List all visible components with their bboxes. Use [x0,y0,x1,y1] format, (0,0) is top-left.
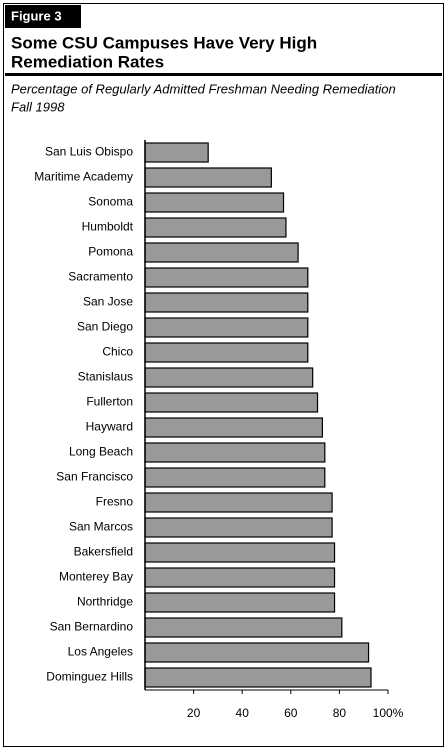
frame [3,3,444,747]
bar [144,667,372,688]
y-tick-label: Long Beach [69,445,133,459]
y-tick-label: Fullerton [86,395,133,409]
chart-title: Remediation Rates [11,52,164,71]
x-tick-label: 100% [373,706,404,720]
y-tick-label: Dominguez Hills [46,670,133,684]
y-tick-label: San Francisco [56,470,133,484]
x-tick-label: 40 [236,706,250,720]
chart-subtitle: Percentage of Regularly Admitted Freshma… [11,81,396,96]
y-tick-label: Fresno [96,495,134,509]
x-tick-label: 20 [187,706,201,720]
bar [144,642,370,663]
x-tick-label: 60 [284,706,298,720]
bar [144,267,309,288]
figure-label: Figure 3 [11,8,62,23]
bar [144,167,272,188]
bar [144,292,309,313]
y-tick-label: Sonoma [88,195,133,209]
y-tick-label: San Diego [77,320,133,334]
bar [144,592,336,613]
y-tick-label: Maritime Academy [34,170,133,184]
bar [144,142,209,163]
y-tick-label: San Bernardino [50,620,134,634]
y-tick-label: San Luis Obispo [45,145,133,159]
bar [144,542,336,563]
chart-title: Some CSU Campuses Have Very High [11,33,317,52]
bar [144,392,319,413]
y-tick-label: Stanislaus [78,370,133,384]
bar [144,517,333,538]
figure-tab [5,5,81,28]
bar [144,367,314,388]
y-tick-label: Bakersfield [74,545,133,559]
y-tick-label: Humboldt [82,220,134,234]
y-tick-label: Pomona [88,245,133,259]
bar [144,192,285,213]
y-tick-label: Hayward [86,420,133,434]
bar [144,442,326,463]
y-tick-label: San Jose [83,295,133,309]
bar [144,242,299,263]
x-tick-label: 80 [333,706,347,720]
y-tick-label: Los Angeles [68,645,133,659]
chart-subtitle: Fall 1998 [11,99,65,114]
bar [144,342,309,363]
bar [144,317,309,338]
bar [144,567,336,588]
bar [144,217,287,238]
title-rule [5,73,442,76]
bar [144,492,333,513]
bar [144,467,326,488]
y-tick-label: Sacramento [68,270,133,284]
y-tick-label: Northridge [77,595,133,609]
bar [144,617,343,638]
y-tick-label: Monterey Bay [59,570,133,584]
y-tick-label: Chico [102,345,133,359]
y-tick-label: San Marcos [69,520,133,534]
bar [144,417,323,438]
